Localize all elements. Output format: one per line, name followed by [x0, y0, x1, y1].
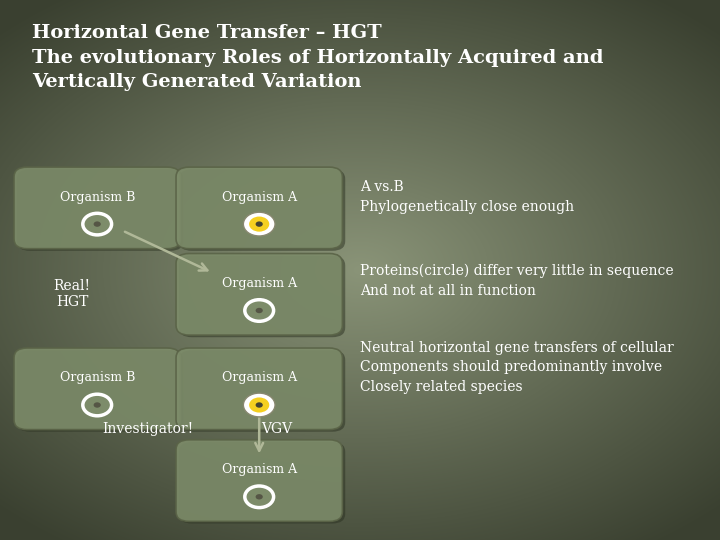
FancyBboxPatch shape: [14, 348, 181, 430]
FancyBboxPatch shape: [176, 254, 343, 335]
Text: Organism B: Organism B: [60, 372, 135, 384]
Circle shape: [94, 221, 101, 227]
Circle shape: [249, 217, 269, 232]
FancyBboxPatch shape: [17, 170, 183, 251]
FancyBboxPatch shape: [179, 170, 346, 251]
Circle shape: [243, 212, 275, 236]
FancyBboxPatch shape: [179, 255, 346, 337]
Circle shape: [94, 402, 101, 408]
Circle shape: [243, 393, 275, 417]
Text: Neutral horizontal gene transfers of cellular
Components should predominantly in: Neutral horizontal gene transfers of cel…: [360, 341, 674, 394]
Circle shape: [256, 402, 263, 408]
Text: VGV: VGV: [261, 422, 293, 436]
Text: The evolutionary Roles of Horizontally Acquired and: The evolutionary Roles of Horizontally A…: [32, 49, 604, 66]
Circle shape: [83, 394, 112, 416]
Circle shape: [256, 494, 263, 500]
FancyBboxPatch shape: [176, 167, 343, 248]
Text: Proteins(circle) differ very little in sequence
And not at all in function: Proteins(circle) differ very little in s…: [360, 264, 674, 298]
Circle shape: [245, 486, 274, 508]
FancyBboxPatch shape: [176, 348, 343, 430]
Text: Organism A: Organism A: [222, 372, 297, 384]
FancyBboxPatch shape: [179, 442, 346, 524]
FancyBboxPatch shape: [179, 350, 346, 432]
Circle shape: [249, 397, 269, 413]
Text: Investigator!: Investigator!: [102, 422, 193, 436]
Circle shape: [83, 213, 112, 235]
Text: Horizontal Gene Transfer – HGT: Horizontal Gene Transfer – HGT: [32, 24, 382, 42]
Text: Organism A: Organism A: [222, 277, 297, 290]
FancyBboxPatch shape: [14, 167, 181, 248]
Circle shape: [245, 300, 274, 321]
Text: Real!
HGT: Real! HGT: [53, 279, 91, 309]
Circle shape: [256, 221, 263, 227]
Text: Organism A: Organism A: [222, 463, 297, 476]
FancyBboxPatch shape: [17, 350, 183, 432]
FancyBboxPatch shape: [176, 440, 343, 522]
Text: A vs.B
Phylogenetically close enough: A vs.B Phylogenetically close enough: [360, 180, 574, 214]
Text: Organism B: Organism B: [60, 191, 135, 204]
Text: Vertically Generated Variation: Vertically Generated Variation: [32, 73, 362, 91]
Circle shape: [256, 308, 263, 313]
Text: Organism A: Organism A: [222, 191, 297, 204]
